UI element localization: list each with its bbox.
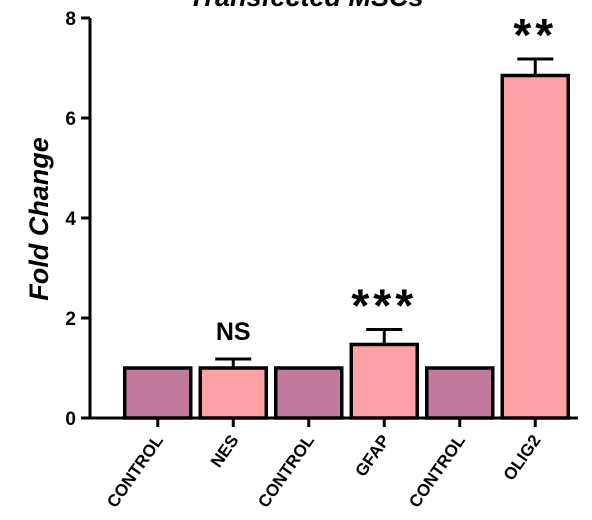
- bar-control-2: [274, 366, 344, 420]
- bar-nes-1: [198, 366, 268, 420]
- bar-gfap-3: [349, 342, 419, 420]
- x-tick-label: NES: [207, 431, 243, 471]
- x-tick-label: GFAP: [351, 431, 393, 480]
- bar-control-0: [123, 366, 193, 420]
- significance-label: ***: [351, 280, 417, 332]
- chart-title: Transfected MSCs: [188, 0, 423, 12]
- bar-olig2-5: [500, 73, 570, 420]
- error-bars: [215, 57, 554, 368]
- y-tick-label: 2: [65, 309, 76, 330]
- significance-labels: NS*****: [216, 9, 557, 346]
- y-tick-label: 4: [65, 209, 76, 230]
- y-tick-label: 6: [65, 109, 76, 130]
- x-tick-label: CONTROL: [405, 431, 469, 511]
- significance-label: **: [513, 9, 557, 61]
- y-axis: 0 2 4 6 8: [65, 9, 92, 430]
- x-tick-label: OLIG2: [500, 431, 545, 484]
- x-tick-label: CONTROL: [254, 431, 318, 511]
- significance-label: NS: [216, 318, 251, 346]
- y-tick-label: 8: [65, 9, 76, 30]
- y-tick-label: 0: [65, 409, 76, 430]
- x-tick-label: CONTROL: [103, 431, 167, 511]
- y-axis-label: Fold Change: [24, 137, 54, 301]
- x-tick-labels: CONTROL NES CONTROL GFAP CONTROL OLIG2: [103, 431, 544, 511]
- bars: [123, 73, 570, 420]
- bar-control-4: [425, 366, 495, 420]
